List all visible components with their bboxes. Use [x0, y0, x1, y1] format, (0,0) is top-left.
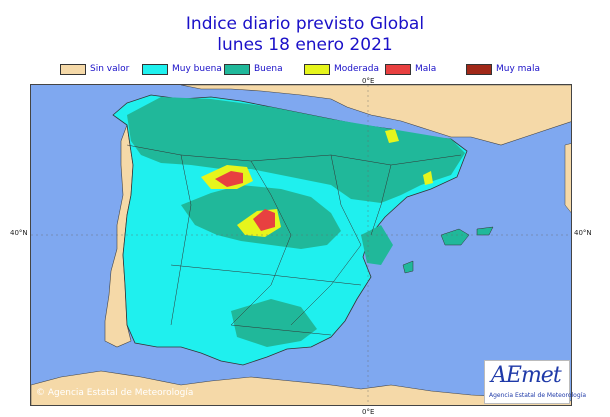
- zone-moderada-3: [385, 129, 399, 143]
- legend-label: Sin valor: [90, 64, 130, 74]
- legend-item-sin-valor: Sin valor: [60, 62, 129, 76]
- legend-label: Muy buena: [172, 64, 222, 74]
- island-mallorca: [440, 228, 470, 246]
- legend-item-mala: Mala: [385, 62, 436, 76]
- legend-item-muy-mala: Muy mala: [466, 62, 540, 76]
- legend-swatch-muy-buena: [142, 63, 168, 75]
- axis-label-right-lat: 40°N: [574, 229, 592, 237]
- legend-item-muy-buena: Muy buena: [142, 62, 222, 76]
- map-date: lunes 18 enero 2021: [217, 35, 393, 55]
- legend-label: Mala: [415, 64, 437, 74]
- aemet-logo: AEmet Agencia Estatal de Meteorología: [484, 360, 586, 404]
- legend-swatch-mala: [385, 63, 411, 75]
- logo-subtitle: Agencia Estatal de Meteorología: [489, 392, 586, 399]
- legend-swatch-moderada: [304, 63, 330, 75]
- zone-mala-1: [215, 171, 243, 187]
- copyright-credit: © Agencia Estatal de Meteorología: [36, 388, 194, 398]
- axis-label-left-lat: 40°N: [10, 229, 28, 237]
- zone-buena-south: [231, 299, 317, 347]
- zone-moderada-4: [423, 171, 433, 185]
- zone-buena-north: [127, 97, 465, 203]
- land-sardinia: [564, 143, 571, 213]
- map-title: Indice diario previsto Global: [185, 14, 425, 34]
- legend-swatch-muy-mala: [466, 63, 492, 75]
- map-svg: [31, 85, 571, 405]
- island-menorca: [476, 226, 494, 236]
- axis-label-bottom-lon: 0°E: [362, 408, 375, 416]
- map-frame: [30, 84, 572, 406]
- land-france: [180, 85, 571, 146]
- axis-label-top-lon: 0°E: [362, 77, 375, 85]
- legend-swatch-buena: [224, 63, 250, 75]
- zone-mala-2: [253, 209, 275, 231]
- logo-wordmark: AEmet: [491, 363, 562, 388]
- legend-swatch-sin-valor: [60, 63, 86, 75]
- legend: Sin valor Muy buena Buena Moderada Mala …: [0, 60, 610, 78]
- legend-label: Muy mala: [496, 64, 540, 74]
- zone-buena-east: [361, 225, 393, 265]
- legend-item-buena: Buena: [224, 62, 283, 76]
- legend-label: Buena: [254, 64, 283, 74]
- legend-item-moderada: Moderada: [304, 62, 379, 76]
- island-ibiza: [402, 260, 414, 274]
- land-africa: [31, 370, 571, 405]
- legend-label: Moderada: [334, 64, 379, 74]
